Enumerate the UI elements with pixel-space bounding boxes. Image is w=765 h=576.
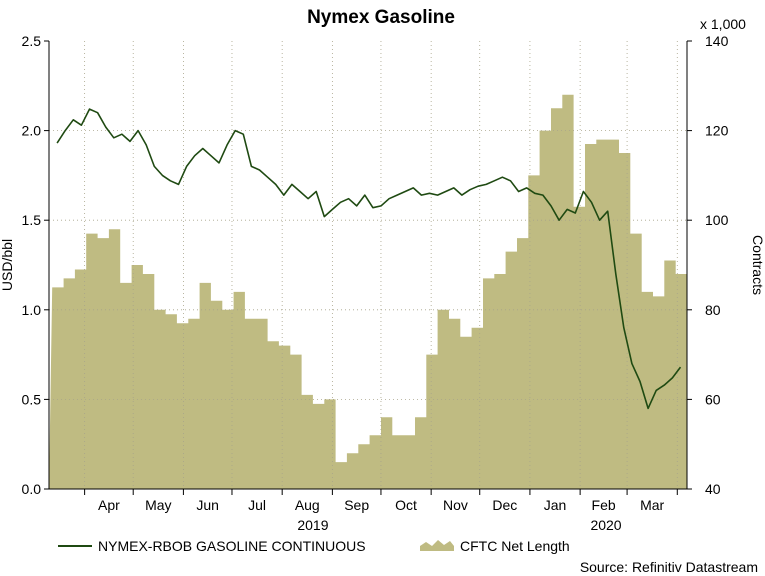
series-rbob-gasoline-line [56,108,682,410]
x-tick-label: Mar [640,497,664,513]
y-tick-label: 2.5 [22,33,42,49]
x-tick-label: Apr [98,497,120,513]
x-tick-label: Oct [395,497,417,513]
y2-tick-label: 60 [705,391,721,407]
source-note: Source: Refinitiv Datastream [580,559,758,575]
x-tick-label: Aug [295,497,320,513]
x-tick-label: Jan [544,497,567,513]
label-layer: 0.0 0.5 1.0 1.5 2.0 2.5 40 60 80 100 120 140 Apr May J… [22,33,729,533]
x-tick-label: Jun [196,497,219,513]
y-axis-label: USD/bbl [0,239,15,291]
y-tick-label: 0.0 [22,481,42,497]
y2-tick-label: 40 [705,481,721,497]
x-tick-label: Jul [248,497,266,513]
chart-title: Nymex Gasoline [307,7,455,28]
line-layer [56,108,682,410]
y2-tick-label: 80 [705,302,721,318]
y-tick-label: 1.5 [22,212,42,228]
x-year-label: 2020 [590,517,621,533]
y-tick-label: 2.0 [22,123,42,139]
legend-label-line: NYMEX-RBOB GASOLINE CONTINUOUS [98,538,366,554]
x-year-label: 2019 [297,517,328,533]
legend-label-area: CFTC Net Length [460,538,570,554]
x-tick-label: May [145,497,171,513]
axes-layer [44,40,692,495]
y-tick-label: 1.0 [22,302,42,318]
y2-tick-label: 100 [705,212,729,228]
y2-multiplier-label: x 1,000 [700,16,746,32]
y-tick-label: 0.5 [22,391,42,407]
series-cftc-net-length-area [49,94,687,490]
grid-layer [49,41,687,489]
legend: NYMEX-RBOB GASOLINE CONTINUOUS CFTC Net … [58,538,570,554]
area-layer [49,94,687,490]
y2-tick-label: 140 [705,33,729,49]
legend-swatch-area [420,540,454,551]
x-tick-label: Nov [443,497,468,513]
x-tick-label: Sep [344,497,369,513]
y2-axis-label: Contracts [750,235,765,295]
x-tick-label: Feb [592,497,616,513]
y2-tick-label: 120 [705,123,729,139]
x-tick-label: Dec [492,497,517,513]
